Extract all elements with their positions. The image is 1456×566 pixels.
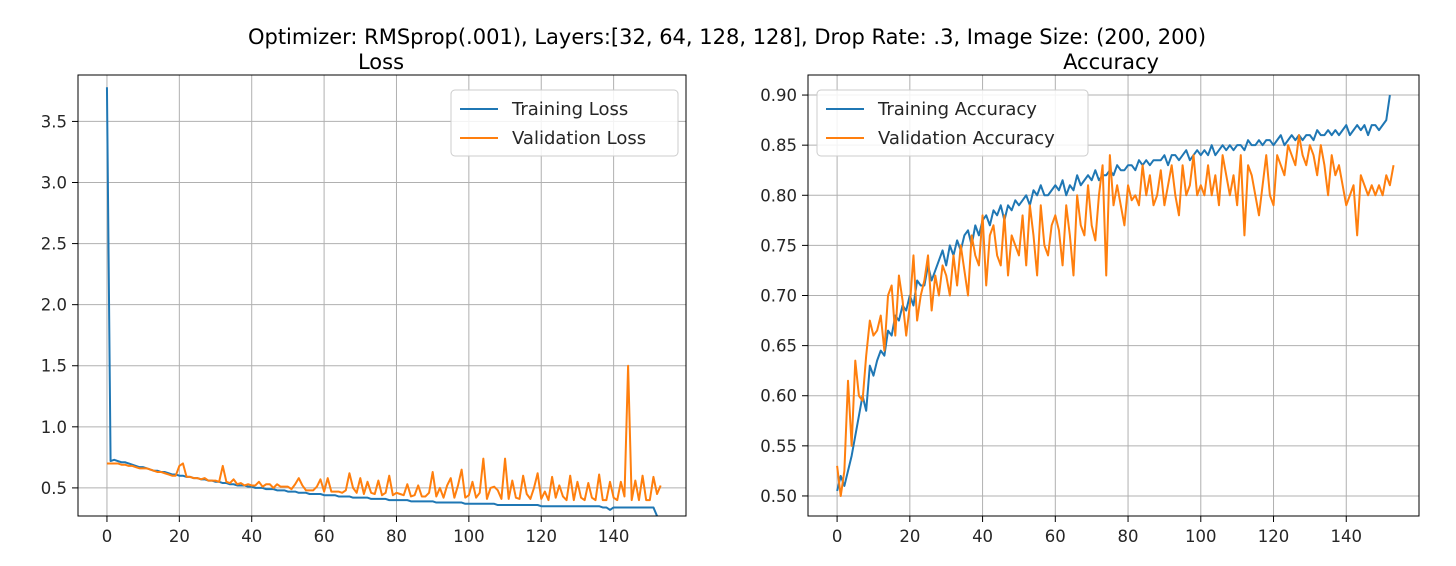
loss-xtick-label: 60: [314, 527, 335, 546]
accuracy-chart-title: Accuracy: [1063, 50, 1159, 74]
loss-ytick-label: 3.0: [41, 174, 67, 193]
loss-ytick-label: 3.5: [41, 112, 67, 131]
accuracy-xtick-label: 40: [972, 527, 993, 546]
loss-xtick-label: 20: [169, 527, 190, 546]
accuracy-legend-label: Validation Accuracy: [878, 128, 1055, 149]
loss-ytick-label: 2.0: [41, 296, 67, 315]
accuracy-ytick-label: 0.50: [760, 487, 797, 506]
accuracy-ytick-label: 0.75: [760, 236, 797, 255]
loss-xtick-label: 120: [525, 527, 557, 546]
accuracy-xtick-label: 0: [832, 527, 843, 546]
accuracy-xtick-label: 20: [899, 527, 920, 546]
loss-chart: Loss 0 20 40 60 80 100 120 140 0.5 1.0 1.5 2.0 2.5 3.…: [41, 50, 687, 546]
loss-xtick-label: 100: [453, 527, 485, 546]
loss-ytick-label: 1.0: [41, 418, 67, 437]
accuracy-ytick-label: 0.80: [760, 186, 797, 205]
loss-xtick-label: 0: [102, 527, 113, 546]
accuracy-ytick-label: 0.65: [760, 337, 797, 356]
loss-ytick-label: 0.5: [41, 479, 67, 498]
accuracy-xtick-label: 60: [1045, 527, 1066, 546]
loss-axes-frame: [77, 74, 687, 517]
accuracy-xtick-label: 100: [1185, 527, 1217, 546]
accuracy-axes: 0 20 40 60 80 100 120 140 0.50 0.55 0.60 0.65 0.70 0.…: [760, 74, 1420, 546]
accuracy-legend-label: Training Accuracy: [877, 99, 1037, 120]
loss-ytick-label: 2.5: [41, 235, 67, 254]
accuracy-axes-frame: [807, 74, 1420, 517]
accuracy-ytick-label: 0.60: [760, 387, 797, 406]
accuracy-legend-box: [816, 89, 1089, 157]
loss-chart-title: Loss: [358, 50, 404, 74]
accuracy-xtick-label: 120: [1258, 527, 1290, 546]
accuracy-series-validation: [836, 134, 1395, 497]
accuracy-legend: Training Accuracy Validation Accuracy: [816, 89, 1089, 157]
loss-series-validation: [106, 364, 662, 502]
accuracy-chart: Accuracy 0 20 40 60 80 100 120 1400.500.550.600…: [760, 50, 1420, 546]
loss-legend-label: Training Loss: [511, 99, 628, 120]
loss-xtick-label: 40: [241, 527, 262, 546]
loss-ytick-label: 1.5: [41, 357, 67, 376]
loss-xtick-label: 140: [598, 527, 630, 546]
loss-legend-label: Validation Loss: [512, 128, 646, 149]
loss-legend-box: [450, 89, 679, 157]
accuracy-ytick-label: 0.85: [760, 136, 797, 155]
loss-xtick-label: 80: [386, 527, 407, 546]
loss-series: [105, 87, 662, 516]
accuracy-ytick-label: 0.55: [760, 437, 797, 456]
accuracy-ytick-label: 0.90: [760, 86, 797, 105]
accuracy-xtick-label: 140: [1331, 527, 1363, 546]
accuracy-series: [836, 94, 1395, 497]
loss-legend: Training Loss Validation Loss: [450, 89, 679, 157]
figure-suptitle: Optimizer: RMSprop(.001), Layers:[32, 64…: [248, 25, 1206, 49]
loss-axes: 0 20 40 60 80 100 120 140 0.5 1.0 1.5 2.0 2.5 3.0 3.5: [41, 74, 687, 546]
accuracy-ytick-label: 0.70: [760, 287, 797, 306]
accuracy-xtick-label: 80: [1118, 527, 1139, 546]
